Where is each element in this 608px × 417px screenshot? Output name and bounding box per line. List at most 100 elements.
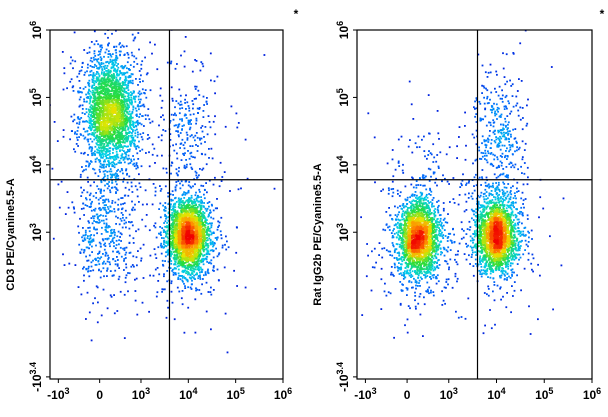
event-point xyxy=(117,230,120,233)
event-point xyxy=(184,98,186,101)
event-point xyxy=(99,116,102,119)
event-point xyxy=(192,212,195,215)
event-point xyxy=(107,163,110,166)
event-point xyxy=(96,9,98,11)
event-point xyxy=(91,66,94,68)
event-point xyxy=(115,144,117,147)
event-point xyxy=(171,253,173,255)
event-point xyxy=(218,221,221,224)
event-point xyxy=(185,272,187,275)
event-point xyxy=(160,116,162,118)
event-point xyxy=(155,257,158,259)
event-point xyxy=(126,87,129,89)
event-point xyxy=(118,239,120,242)
event-point xyxy=(208,201,211,203)
event-point xyxy=(111,174,114,177)
event-point xyxy=(216,255,219,258)
event-point xyxy=(184,254,187,257)
event-point xyxy=(125,86,128,88)
event-point xyxy=(92,79,95,82)
event-point xyxy=(210,216,212,219)
event-point xyxy=(92,259,94,262)
event-point xyxy=(97,78,100,81)
event-point xyxy=(105,61,108,63)
event-point xyxy=(160,139,163,142)
event-point xyxy=(109,205,112,208)
event-point xyxy=(102,130,104,133)
event-point xyxy=(119,46,122,49)
event-point xyxy=(118,93,121,96)
event-point xyxy=(124,137,127,139)
event-point xyxy=(195,174,198,177)
event-point xyxy=(190,211,192,214)
event-point xyxy=(178,166,180,169)
event-point xyxy=(103,173,106,176)
event-point xyxy=(109,58,112,61)
event-point xyxy=(116,70,119,72)
event-point xyxy=(127,92,130,95)
event-point xyxy=(108,170,111,173)
event-point xyxy=(131,101,133,103)
event-point xyxy=(80,208,83,210)
event-point xyxy=(100,101,102,104)
event-point xyxy=(207,271,209,274)
event-point xyxy=(100,140,103,142)
event-point xyxy=(236,226,238,229)
event-point xyxy=(116,79,119,81)
event-point xyxy=(132,130,134,133)
event-point xyxy=(89,237,92,239)
event-point xyxy=(80,293,83,296)
event-point xyxy=(115,129,117,131)
event-point xyxy=(179,118,181,121)
event-point xyxy=(185,166,188,168)
event-point xyxy=(105,67,108,69)
event-point xyxy=(107,198,110,201)
event-point xyxy=(119,42,121,44)
event-point xyxy=(114,90,117,92)
event-point xyxy=(109,53,111,55)
event-point xyxy=(236,126,239,129)
event-point xyxy=(114,155,117,158)
event-point xyxy=(178,204,181,206)
event-point xyxy=(101,69,104,71)
event-point xyxy=(183,191,185,194)
event-point xyxy=(187,271,189,274)
event-point xyxy=(90,261,93,264)
event-point xyxy=(101,142,104,145)
event-point xyxy=(189,135,192,138)
event-point xyxy=(114,137,117,139)
event-point xyxy=(124,281,127,284)
event-point xyxy=(176,212,179,215)
event-point xyxy=(194,266,197,268)
event-point xyxy=(91,86,93,89)
event-point xyxy=(91,146,93,149)
event-point xyxy=(205,182,207,184)
event-point xyxy=(131,79,134,82)
event-point xyxy=(191,200,193,203)
event-point xyxy=(211,249,214,251)
event-point xyxy=(98,96,101,98)
event-point xyxy=(114,124,117,126)
event-point xyxy=(166,61,169,64)
event-point xyxy=(163,118,165,121)
event-point xyxy=(115,244,118,246)
event-point xyxy=(177,130,179,133)
event-point xyxy=(93,84,96,86)
event-point xyxy=(100,219,103,222)
event-point xyxy=(116,256,118,258)
event-point xyxy=(116,263,119,266)
event-point xyxy=(111,88,113,91)
event-point xyxy=(175,100,178,102)
event-point xyxy=(107,44,109,47)
event-point xyxy=(89,100,92,103)
event-point xyxy=(123,95,126,98)
event-point xyxy=(132,138,135,141)
event-point xyxy=(120,116,123,118)
event-point xyxy=(113,110,116,113)
event-point xyxy=(122,136,125,139)
event-point xyxy=(101,152,104,155)
event-point xyxy=(133,95,135,98)
event-point xyxy=(89,109,92,111)
event-point xyxy=(95,285,98,288)
event-point xyxy=(174,186,177,189)
